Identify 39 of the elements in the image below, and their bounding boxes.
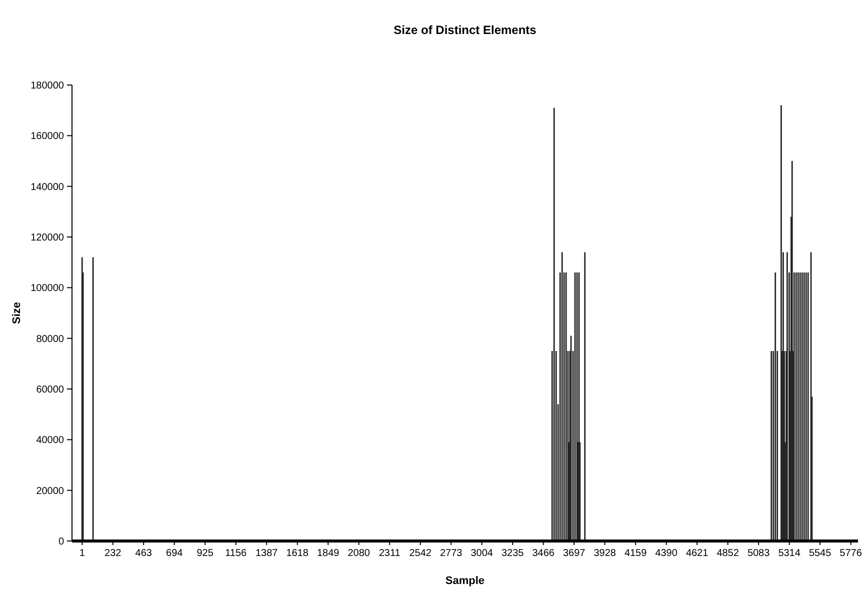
- x-tick-label: 2311: [378, 548, 401, 559]
- x-tick-label: 1618: [286, 548, 309, 559]
- x-tick-label: 3235: [501, 548, 524, 559]
- x-tick-label: 2542: [409, 548, 432, 559]
- x-tick-label: 4390: [655, 548, 678, 559]
- chart-title: Size of Distinct Elements: [394, 23, 537, 37]
- x-tick-label: 3928: [594, 548, 616, 559]
- y-tick-label: 0: [58, 536, 64, 548]
- y-tick-label: 180000: [30, 80, 64, 92]
- y-tick-label: 140000: [30, 182, 64, 193]
- x-tick-label: 5545: [808, 548, 832, 559]
- x-tick-label: 3697: [562, 548, 586, 559]
- y-tick-label: 20000: [36, 486, 64, 497]
- x-tick-label: 463: [135, 548, 152, 559]
- y-tick-label: 60000: [36, 384, 64, 396]
- x-tick-label: 1156: [225, 548, 248, 559]
- y-tick-label: 120000: [30, 232, 64, 244]
- x-tick-label: 2773: [440, 548, 463, 559]
- x-tick-label: 925: [196, 548, 214, 559]
- y-tick-label: 160000: [30, 131, 64, 142]
- x-tick-label: 4159: [624, 548, 648, 559]
- x-tick-label: 3004: [470, 548, 494, 559]
- x-tick-label: 694: [166, 548, 184, 559]
- x-tick-label: 4621: [686, 548, 709, 559]
- y-axis-title: Size: [11, 302, 23, 324]
- x-tick-label: 1387: [255, 548, 278, 559]
- x-tick-label: 3466: [532, 548, 555, 559]
- x-tick-label: 5083: [747, 548, 770, 559]
- x-tick-label: 1: [79, 548, 86, 559]
- x-tick-label: 4852: [716, 548, 740, 559]
- x-tick-label: 2080: [348, 548, 370, 559]
- y-tick-label: 40000: [36, 435, 64, 446]
- x-tick-label: 1849: [316, 548, 340, 559]
- y-tick-label: 100000: [30, 283, 64, 294]
- x-tick-label: 232: [104, 548, 122, 559]
- x-tick-label: 5776: [840, 548, 862, 559]
- y-tick-label: 80000: [36, 334, 64, 345]
- x-tick-label: 5314: [778, 548, 801, 559]
- x-axis-title: Sample: [445, 575, 485, 587]
